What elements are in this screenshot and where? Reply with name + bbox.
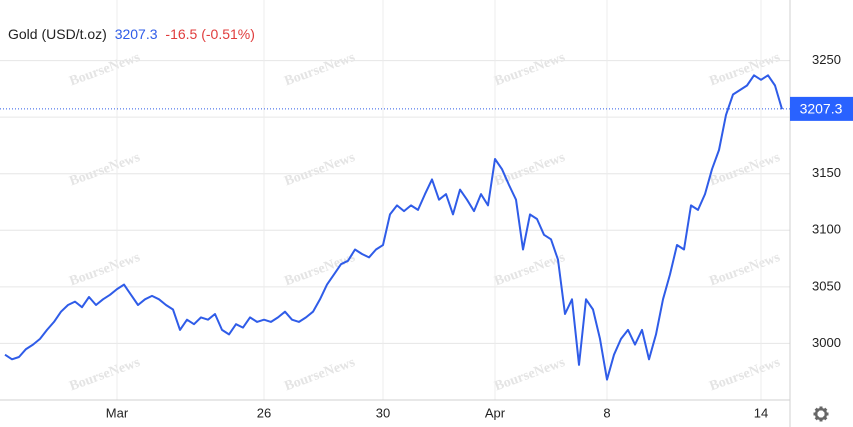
x-tick-label: Apr: [485, 405, 506, 420]
last-price: 3207.3: [114, 26, 158, 42]
watermark: BourseNews: [493, 50, 568, 90]
watermark: BourseNews: [708, 150, 783, 190]
x-tick-label: Mar: [106, 405, 129, 420]
price-line: [4, 74, 783, 381]
watermark: BourseNews: [68, 355, 143, 395]
last-price-box: [790, 96, 853, 121]
price-change: -16.5 (-0.51%): [165, 26, 255, 42]
watermark: BourseNews: [283, 150, 358, 190]
watermark: BourseNews: [708, 250, 783, 290]
y-tick-label: 3000: [812, 335, 841, 350]
y-tick-label: 3100: [812, 222, 841, 237]
x-tick-label: 14: [754, 405, 768, 420]
header: Gold (USD/t.oz) 3207.3 -16.5 (-0.51%): [8, 26, 255, 42]
y-tick-label: 3150: [812, 165, 841, 180]
chart-title: Gold (USD/t.oz): [8, 26, 107, 42]
watermark: BourseNews: [708, 50, 783, 90]
gear-ring: [814, 407, 828, 421]
watermark: BourseNews: [493, 355, 568, 395]
watermark: BourseNews: [493, 150, 568, 190]
watermark: BourseNews: [68, 150, 143, 190]
last-price-label: 3207.3: [800, 101, 843, 117]
y-tick-label: 3250: [812, 52, 841, 67]
watermark: BourseNews: [283, 50, 358, 90]
settings-icon[interactable]: [813, 406, 829, 422]
watermark: BourseNews: [68, 250, 143, 290]
x-tick-label: 8: [603, 405, 610, 420]
watermark: BourseNews: [283, 355, 358, 395]
watermark: BourseNews: [68, 50, 143, 90]
x-tick-label: 30: [376, 405, 390, 420]
y-tick-label: 3050: [812, 278, 841, 293]
watermark: BourseNews: [283, 250, 358, 290]
watermark: BourseNews: [708, 355, 783, 395]
x-tick-label: 26: [257, 405, 271, 420]
